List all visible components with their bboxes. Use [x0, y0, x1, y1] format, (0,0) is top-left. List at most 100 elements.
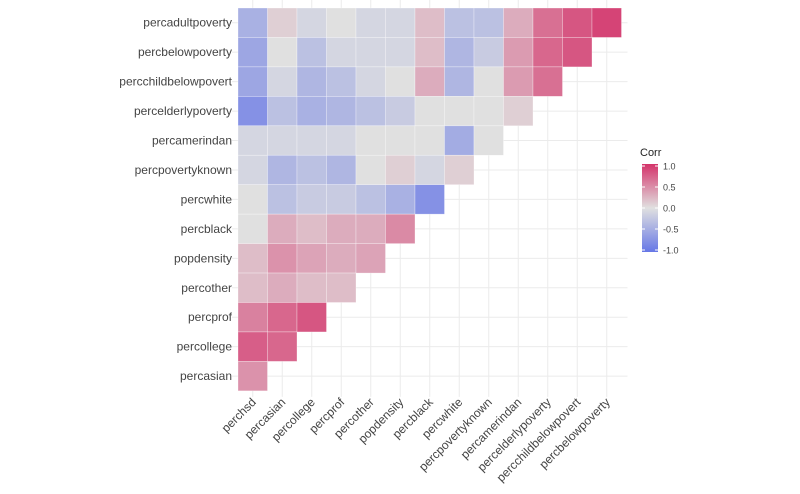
heatmap-cell	[267, 66, 298, 97]
y-tick-label: percadultpoverty	[143, 16, 232, 30]
legend-tick-label: 1.0	[663, 162, 676, 172]
heatmap-cell	[296, 213, 327, 244]
heatmap-cell	[237, 361, 268, 392]
heatmap-cell	[296, 7, 327, 38]
heatmap-cell	[444, 66, 475, 97]
heatmap-cell	[385, 37, 416, 68]
heatmap-cell	[532, 66, 563, 97]
heatmap-cell	[296, 243, 327, 274]
heatmap-cell	[296, 96, 327, 127]
heatmap-cell	[237, 154, 268, 186]
heatmap-cell	[267, 331, 298, 362]
heatmap-cell	[414, 96, 445, 127]
heatmap-cell	[267, 96, 298, 127]
y-tick-label: percamerindan	[152, 134, 232, 148]
heatmap-cell	[355, 7, 386, 38]
heatmap-cell	[326, 272, 357, 303]
legend-tick-label: 0.5	[663, 183, 676, 193]
legend: Corr 1.0 0.5 0.0 -0.5 -1.0	[640, 147, 679, 256]
cells	[237, 7, 622, 392]
heatmap-cell	[385, 125, 416, 156]
y-tick-label: percollege	[177, 340, 233, 354]
heatmap-cell	[267, 184, 298, 215]
legend-colorbar	[642, 164, 658, 252]
y-tick-label: percasian	[180, 369, 232, 383]
heatmap-cell	[414, 66, 445, 97]
heatmap-cell	[385, 184, 416, 215]
y-tick-label: percblack	[181, 222, 233, 236]
heatmap-cell	[473, 37, 504, 68]
legend-tick-label: -1.0	[663, 246, 679, 256]
heatmap-cell	[562, 37, 593, 68]
heatmap-cell	[237, 7, 268, 38]
heatmap-cell	[355, 66, 386, 97]
heatmap-cell	[444, 7, 475, 38]
heatmap-cell	[267, 7, 298, 38]
heatmap-cell	[355, 37, 386, 68]
heatmap-cell	[473, 7, 504, 38]
heatmap-cell	[296, 184, 327, 215]
heatmap-cell	[385, 96, 416, 127]
heatmap-cell	[385, 66, 416, 97]
heatmap-cell	[591, 7, 622, 38]
heatmap-cell	[503, 37, 534, 68]
heatmap-cell	[267, 302, 298, 333]
heatmap-cell	[503, 96, 534, 127]
heatmap-cell	[237, 66, 268, 97]
heatmap-cell	[326, 154, 357, 186]
heatmap-cell	[267, 37, 298, 68]
y-tick-label: percelderlypoverty	[134, 104, 232, 118]
legend-title: Corr	[640, 147, 662, 159]
heatmap-cell	[414, 7, 445, 38]
heatmap-cell	[385, 213, 416, 244]
heatmap-cell	[326, 37, 357, 68]
heatmap-cell	[237, 184, 268, 215]
heatmap-cell	[532, 37, 563, 68]
heatmap-cell	[326, 96, 357, 127]
heatmap-cell	[296, 125, 327, 156]
heatmap-cell	[355, 213, 386, 244]
heatmap-cell	[296, 302, 327, 333]
heatmap-cell	[237, 331, 268, 362]
heatmap-cell	[237, 302, 268, 333]
heatmap-cell	[444, 154, 475, 186]
heatmap-cell	[473, 96, 504, 127]
x-axis-labels: perchsdpercasianpercollegepercprofpercot…	[219, 394, 613, 484]
y-axis-labels: percadultpoverty percbelowpoverty percchil…	[119, 16, 233, 383]
y-tick-label: percother	[181, 281, 232, 295]
y-tick-label: percbelowpoverty	[138, 45, 232, 59]
heatmap-cell	[355, 243, 386, 274]
y-tick-label: percpovertyknown	[135, 163, 232, 177]
heatmap-cell	[532, 7, 563, 38]
y-tick-label: percchildbelowpovert	[119, 75, 232, 89]
heatmap-cell	[473, 125, 504, 156]
heatmap-cell	[355, 96, 386, 127]
heatmap-cell	[326, 243, 357, 274]
heatmap-cell	[296, 66, 327, 97]
heatmap-cell	[562, 7, 593, 38]
heatmap-cell	[355, 125, 386, 156]
y-tick-label: percwhite	[181, 192, 233, 206]
heatmap-cell	[267, 213, 298, 244]
heatmap-cell	[267, 272, 298, 303]
heatmap-cell	[237, 243, 268, 274]
heatmap-cell	[237, 125, 268, 156]
heatmap-cell	[503, 7, 534, 38]
heatmap-cell	[473, 66, 504, 97]
heatmap-cell	[326, 184, 357, 215]
heatmap-cell	[414, 37, 445, 68]
heatmap-cell	[355, 154, 386, 186]
heatmap-cell	[326, 125, 357, 156]
heatmap-cell	[326, 7, 357, 38]
heatmap-cell	[444, 96, 475, 127]
heatmap-cell	[326, 66, 357, 97]
heatmap-cell	[385, 7, 416, 38]
heatmap-cell	[414, 154, 445, 186]
heatmap-cell	[267, 125, 298, 156]
heatmap-cell	[296, 37, 327, 68]
heatmap-cell	[267, 154, 298, 186]
heatmap-cell	[237, 272, 268, 303]
heatmap-cell	[237, 213, 268, 244]
